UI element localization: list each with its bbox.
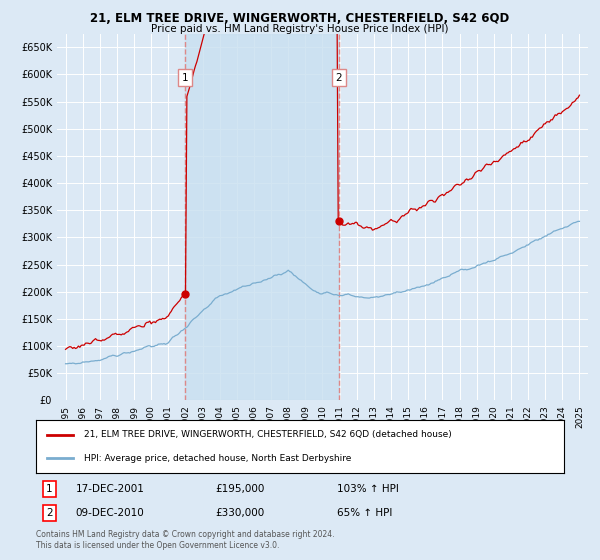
Text: 1: 1 [46,484,53,494]
Bar [185,34,338,400]
Text: 17-DEC-2001: 17-DEC-2001 [76,484,145,494]
Text: 2: 2 [335,73,342,83]
Text: £195,000: £195,000 [215,484,265,494]
Text: 103% ↑ HPI: 103% ↑ HPI [337,484,399,494]
Text: 09-DEC-2010: 09-DEC-2010 [76,508,145,518]
Text: HPI: Average price, detached house, North East Derbyshire: HPI: Average price, detached house, Nort… [83,454,351,463]
Text: 21, ELM TREE DRIVE, WINGERWORTH, CHESTERFIELD, S42 6QD: 21, ELM TREE DRIVE, WINGERWORTH, CHESTER… [91,12,509,25]
Text: 1: 1 [181,73,188,83]
Text: 21, ELM TREE DRIVE, WINGERWORTH, CHESTERFIELD, S42 6QD (detached house): 21, ELM TREE DRIVE, WINGERWORTH, CHESTER… [83,431,451,440]
Text: 65% ↑ HPI: 65% ↑ HPI [337,508,392,518]
Text: £330,000: £330,000 [215,508,265,518]
Text: Price paid vs. HM Land Registry's House Price Index (HPI): Price paid vs. HM Land Registry's House … [151,24,449,34]
Text: This data is licensed under the Open Government Licence v3.0.: This data is licensed under the Open Gov… [36,541,280,550]
Text: 2: 2 [46,508,53,518]
Text: Contains HM Land Registry data © Crown copyright and database right 2024.: Contains HM Land Registry data © Crown c… [36,530,335,539]
